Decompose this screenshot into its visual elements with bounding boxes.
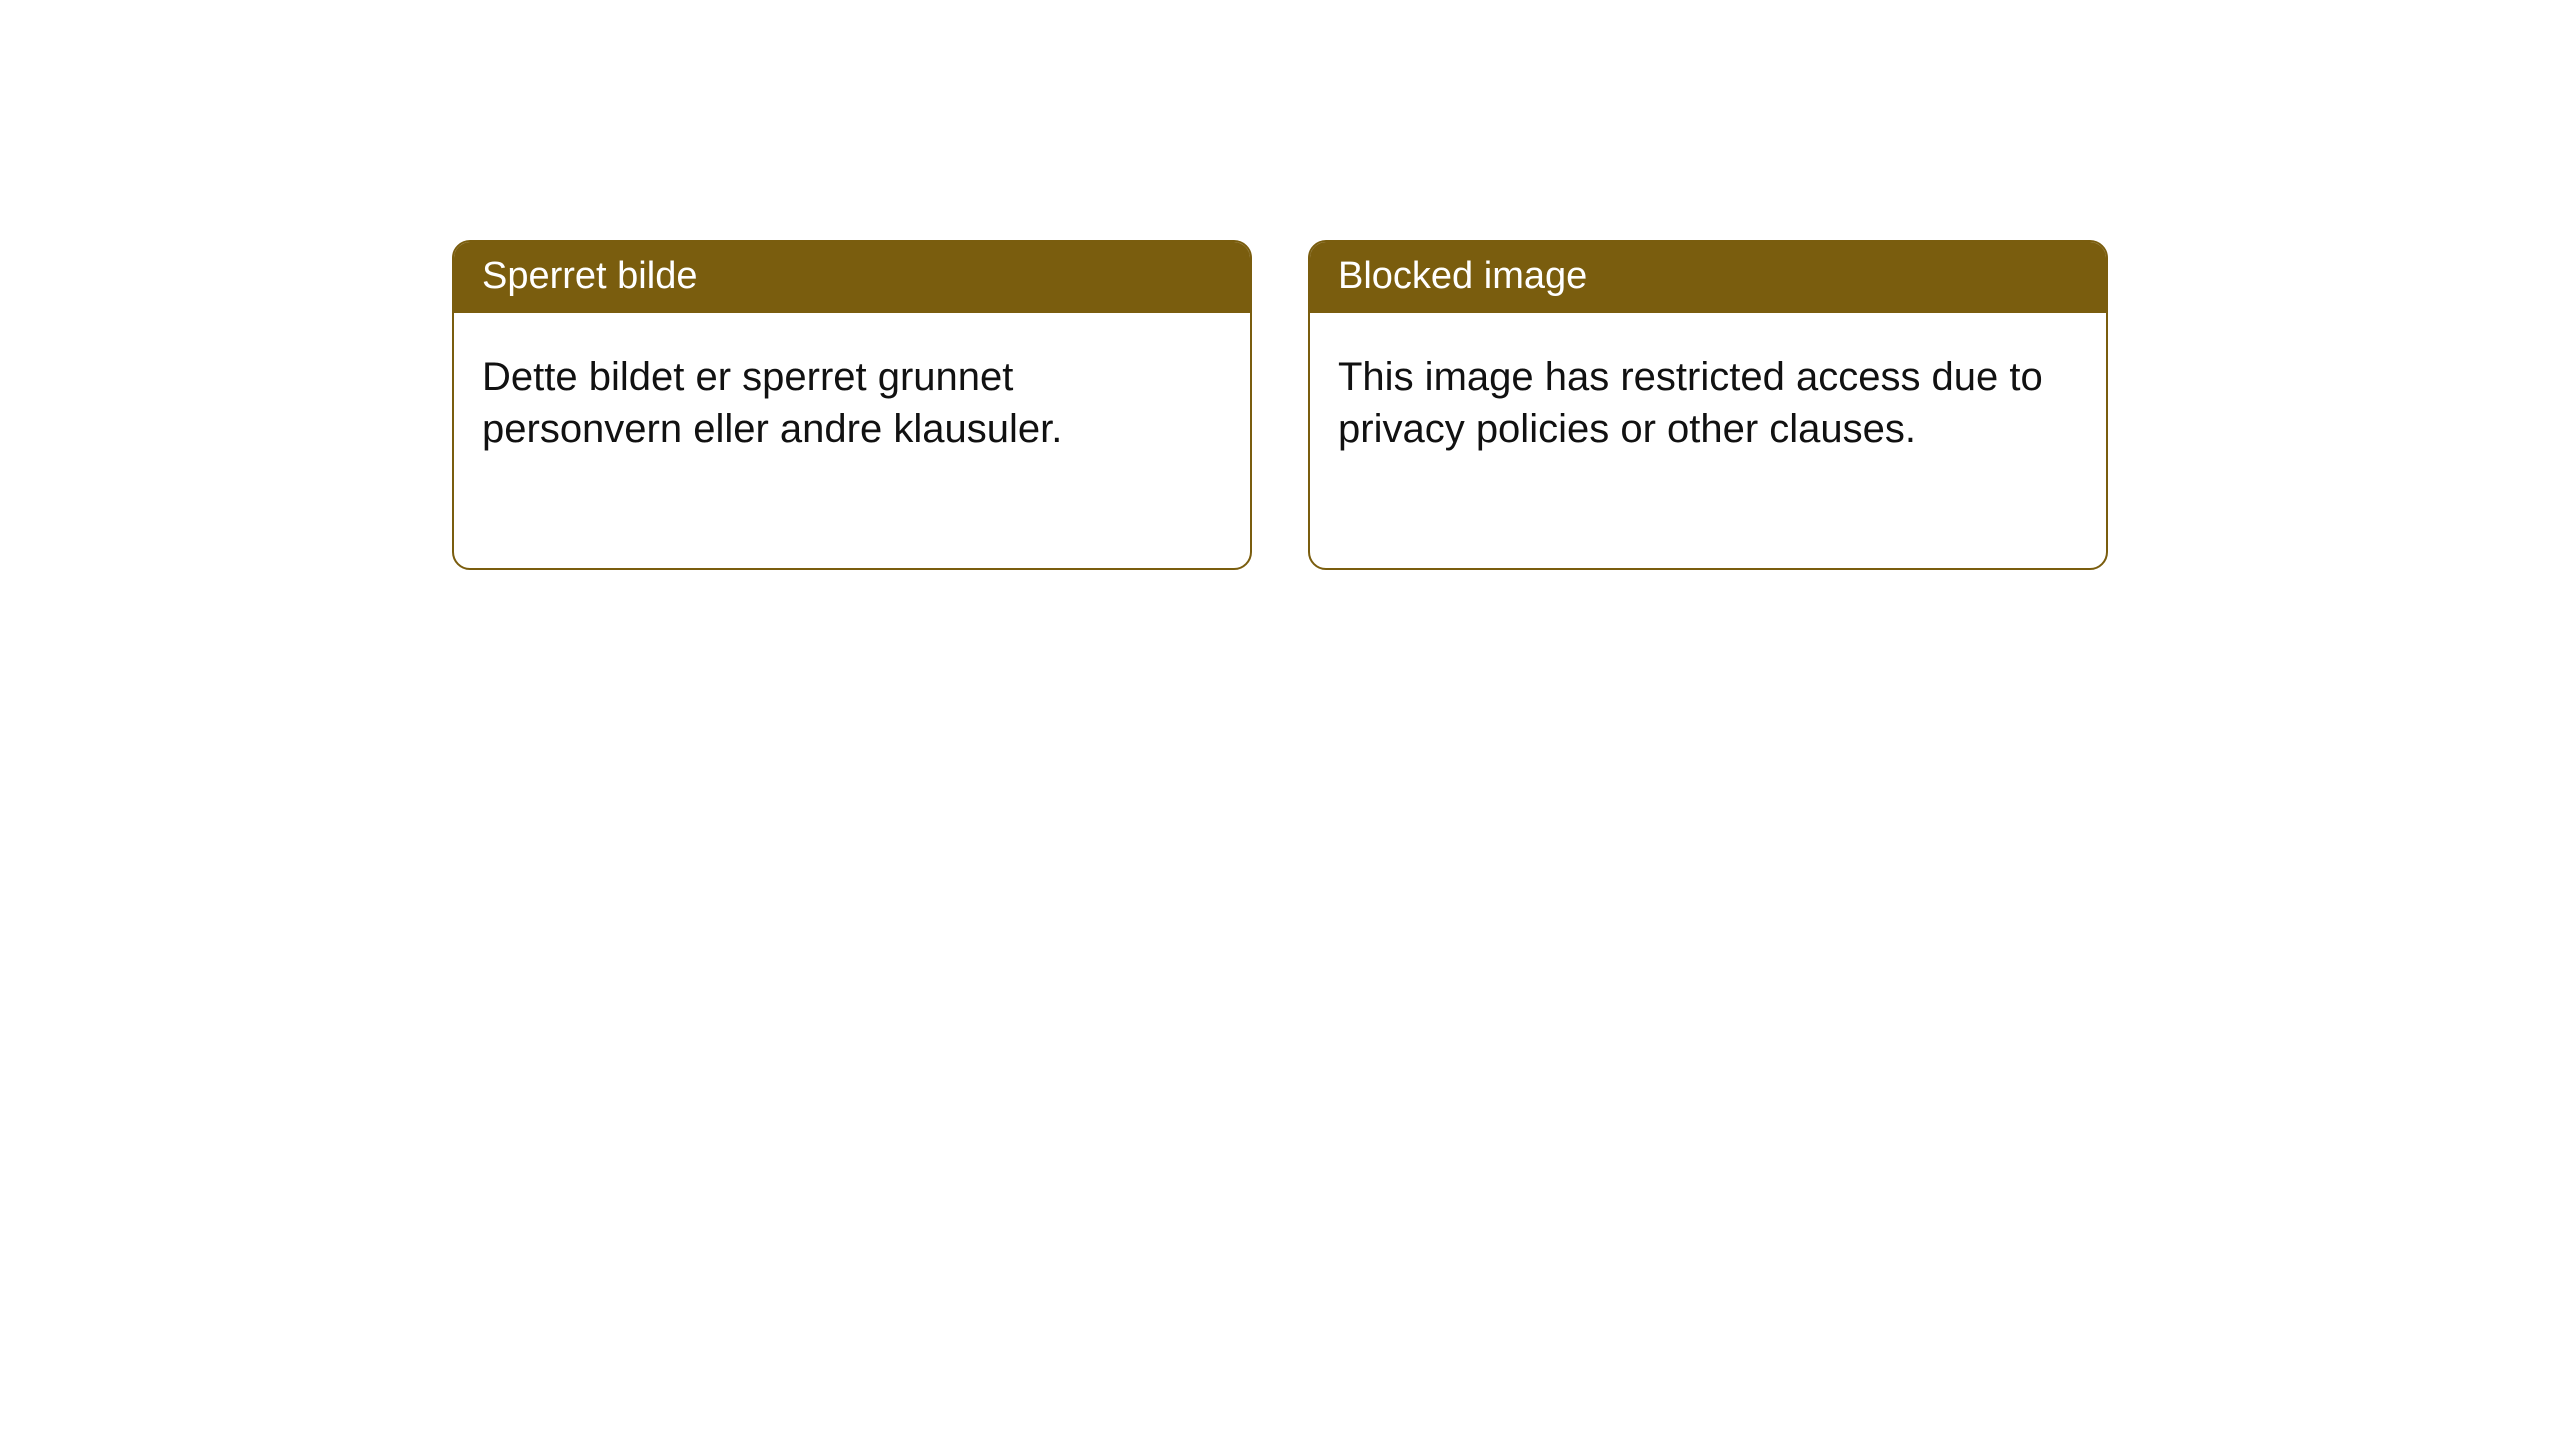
notice-body: Dette bildet er sperret grunnet personve… <box>454 313 1250 483</box>
notice-body: This image has restricted access due to … <box>1310 313 2106 483</box>
notice-box-english: Blocked image This image has restricted … <box>1308 240 2108 570</box>
notice-container: Sperret bilde Dette bildet er sperret gr… <box>0 0 2560 570</box>
notice-box-norwegian: Sperret bilde Dette bildet er sperret gr… <box>452 240 1252 570</box>
notice-header: Blocked image <box>1310 242 2106 313</box>
notice-header: Sperret bilde <box>454 242 1250 313</box>
